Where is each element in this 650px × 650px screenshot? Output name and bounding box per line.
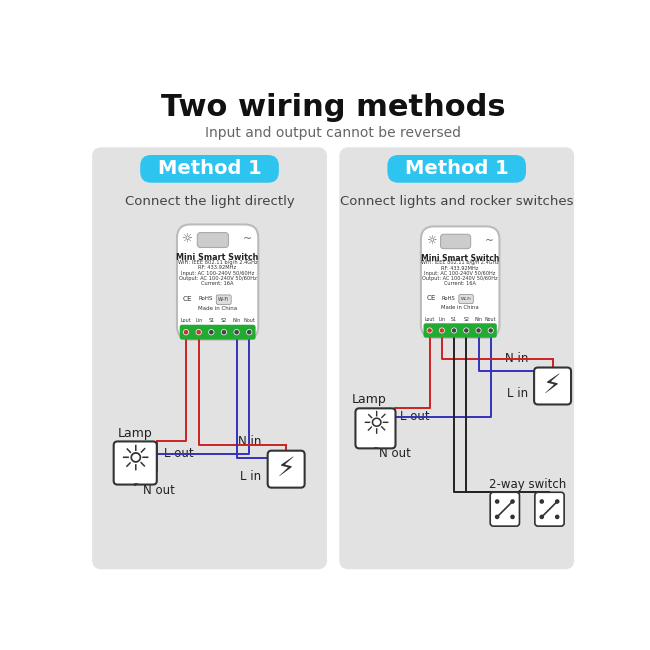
FancyBboxPatch shape <box>177 224 258 340</box>
Circle shape <box>540 515 544 519</box>
FancyBboxPatch shape <box>216 295 231 304</box>
Text: Input: AC 100-240V 50/60Hz: Input: AC 100-240V 50/60Hz <box>181 270 254 276</box>
Text: Nout: Nout <box>243 318 255 324</box>
Text: Method 1: Method 1 <box>158 159 261 178</box>
Circle shape <box>476 328 481 333</box>
Text: Input and output cannot be reversed: Input and output cannot be reversed <box>205 127 461 140</box>
Text: Nin: Nin <box>233 318 240 324</box>
Text: N out: N out <box>143 484 175 497</box>
FancyBboxPatch shape <box>421 226 499 338</box>
FancyBboxPatch shape <box>356 408 395 448</box>
FancyBboxPatch shape <box>490 492 519 526</box>
Text: Lin: Lin <box>438 317 445 322</box>
Text: Lamp: Lamp <box>352 393 387 406</box>
Text: RF: 433.92MHz: RF: 433.92MHz <box>441 266 479 270</box>
Text: WiFi: IEEE 802.11 b/g/h 2.4GHz: WiFi: IEEE 802.11 b/g/h 2.4GHz <box>177 260 257 265</box>
Circle shape <box>209 330 214 335</box>
Text: S2: S2 <box>463 317 469 322</box>
Text: Lout: Lout <box>181 318 191 324</box>
Text: 2-way switch: 2-way switch <box>489 478 566 491</box>
Text: S1: S1 <box>451 317 457 322</box>
Text: S1: S1 <box>208 318 214 324</box>
Circle shape <box>463 328 469 333</box>
FancyBboxPatch shape <box>198 233 228 248</box>
Circle shape <box>196 330 202 335</box>
Text: Input: AC 100-240V 50/60Hz: Input: AC 100-240V 50/60Hz <box>424 271 496 276</box>
Circle shape <box>540 499 544 504</box>
FancyBboxPatch shape <box>459 294 473 304</box>
Circle shape <box>234 330 239 335</box>
Text: ~: ~ <box>243 235 252 244</box>
Text: WiFi: IEEE 802.11 b/g/h 2.4GHz: WiFi: IEEE 802.11 b/g/h 2.4GHz <box>421 261 499 265</box>
Text: Connect the light directly: Connect the light directly <box>125 195 294 208</box>
Circle shape <box>510 499 515 504</box>
Text: Current: 16A: Current: 16A <box>444 281 476 287</box>
Text: L in: L in <box>507 387 528 400</box>
Text: RoHS: RoHS <box>441 296 455 301</box>
Text: Method 1: Method 1 <box>405 159 508 178</box>
Circle shape <box>495 499 499 504</box>
Circle shape <box>555 515 560 519</box>
Text: Lout: Lout <box>424 317 435 322</box>
FancyBboxPatch shape <box>424 323 497 338</box>
Text: ⚡: ⚡ <box>277 456 296 482</box>
Text: ~: ~ <box>484 236 493 246</box>
Text: _: _ <box>373 439 378 448</box>
Circle shape <box>555 499 560 504</box>
Circle shape <box>488 328 493 333</box>
Text: CE: CE <box>426 295 436 302</box>
Text: ☼: ☼ <box>361 410 390 441</box>
Text: Two wiring methods: Two wiring methods <box>161 93 506 122</box>
Text: RF: 433.92MHz: RF: 433.92MHz <box>198 265 237 270</box>
Circle shape <box>439 328 445 333</box>
Text: CE: CE <box>183 296 192 302</box>
FancyBboxPatch shape <box>387 155 526 183</box>
Text: Lin: Lin <box>195 318 202 324</box>
Circle shape <box>427 328 432 333</box>
Text: N out: N out <box>380 447 411 460</box>
Text: N in: N in <box>238 435 261 448</box>
FancyBboxPatch shape <box>339 148 574 569</box>
FancyBboxPatch shape <box>534 367 571 404</box>
Circle shape <box>452 328 457 333</box>
Text: Mini Smart Switch: Mini Smart Switch <box>421 254 499 263</box>
Text: Connect lights and rocker switches: Connect lights and rocker switches <box>340 195 573 208</box>
Text: Made in China: Made in China <box>441 305 479 310</box>
FancyBboxPatch shape <box>179 325 255 340</box>
FancyBboxPatch shape <box>535 492 564 526</box>
Text: ⚡: ⚡ <box>543 373 562 399</box>
Text: Lamp: Lamp <box>118 427 153 440</box>
Text: L in: L in <box>240 471 261 484</box>
Text: Nout: Nout <box>485 317 497 322</box>
Text: Current: 16A: Current: 16A <box>202 281 234 287</box>
Text: Output: AC 100-240V 50/60Hz: Output: AC 100-240V 50/60Hz <box>422 276 498 281</box>
Circle shape <box>183 330 188 335</box>
Text: Made in China: Made in China <box>198 306 237 311</box>
FancyBboxPatch shape <box>441 234 471 249</box>
Text: S2: S2 <box>221 318 227 324</box>
Circle shape <box>246 330 252 335</box>
FancyBboxPatch shape <box>92 148 327 569</box>
Circle shape <box>510 515 515 519</box>
Text: RoHS: RoHS <box>198 296 213 302</box>
Text: Wi-Fi: Wi-Fi <box>218 297 229 302</box>
FancyBboxPatch shape <box>114 441 157 484</box>
Text: ☼: ☼ <box>182 233 193 246</box>
Text: ☼: ☼ <box>120 443 151 477</box>
Text: Nin: Nin <box>474 317 482 322</box>
FancyBboxPatch shape <box>268 450 305 488</box>
Text: Mini Smart Switch: Mini Smart Switch <box>176 253 259 262</box>
Text: ☼: ☼ <box>426 234 437 247</box>
Text: N in: N in <box>504 352 528 365</box>
FancyBboxPatch shape <box>140 155 279 183</box>
Text: _: _ <box>133 475 137 484</box>
Text: L out: L out <box>164 447 194 460</box>
Circle shape <box>495 515 499 519</box>
Circle shape <box>221 330 227 335</box>
Text: Wi-Fi: Wi-Fi <box>461 297 471 301</box>
Text: L out: L out <box>400 410 430 422</box>
Text: Output: AC 100-240V 50/60Hz: Output: AC 100-240V 50/60Hz <box>179 276 257 281</box>
